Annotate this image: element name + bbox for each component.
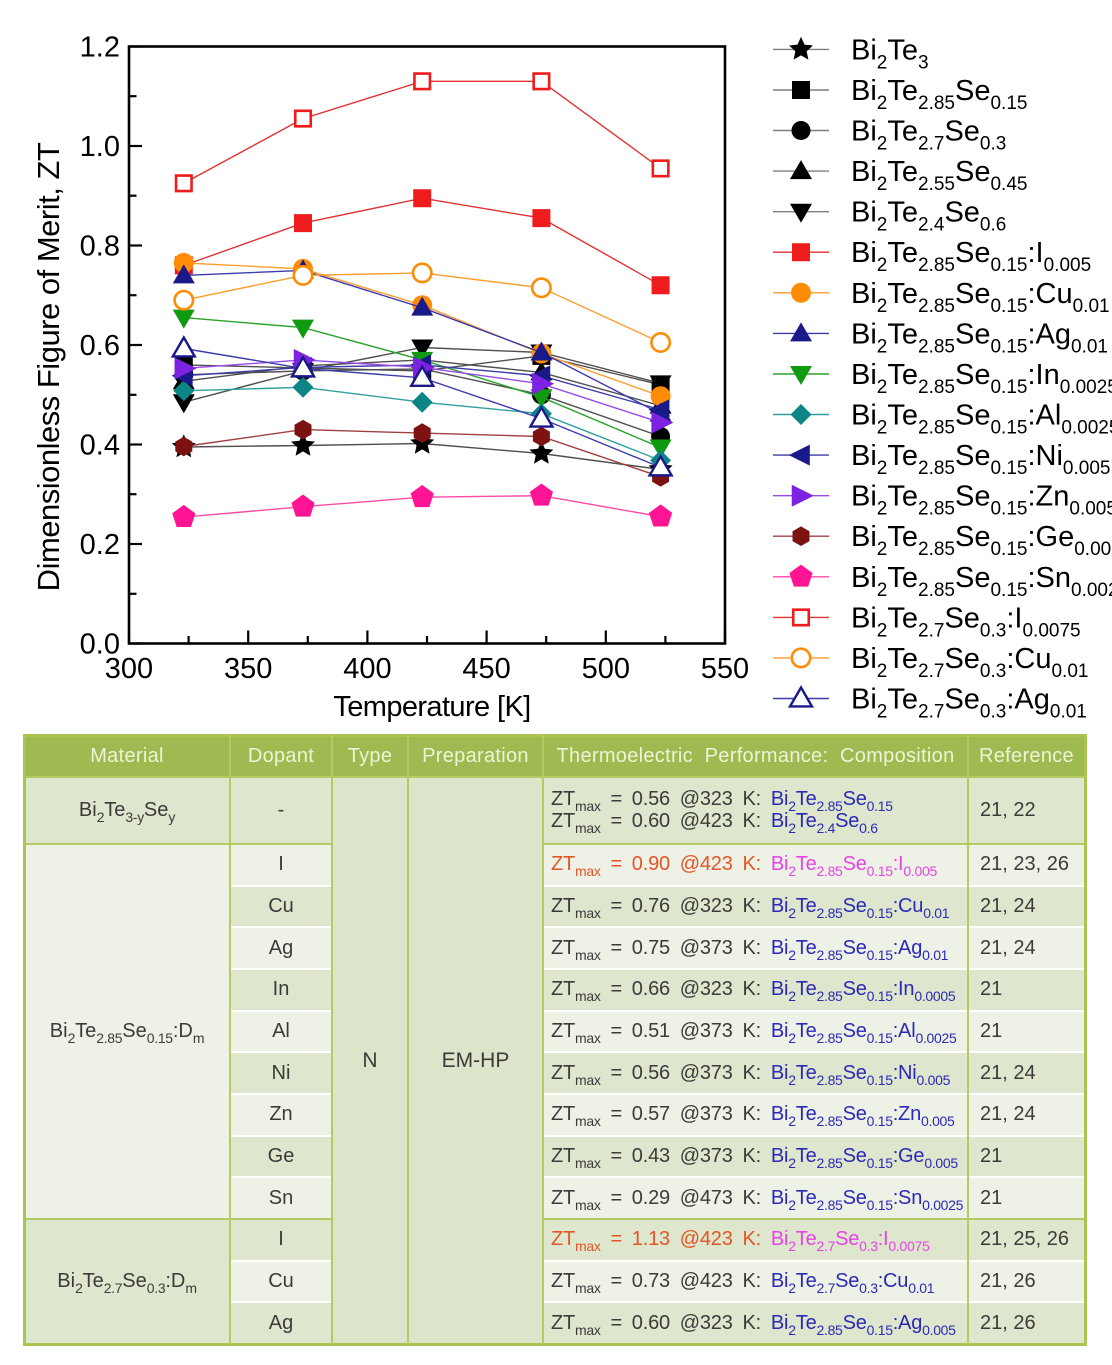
svg-text:Bi2Te2.85Se0.15:Cu0.01: Bi2Te2.85Se0.15:Cu0.01 xyxy=(851,278,1110,317)
svg-text:Bi2Te2.85Se0.15:I0.005: Bi2Te2.85Se0.15:I0.005 xyxy=(851,237,1091,276)
svg-text:350: 350 xyxy=(224,653,272,685)
svg-text:Dimensionless Figure of Merit,: Dimensionless Figure of Merit, ZT xyxy=(31,142,66,591)
svg-text:1.0: 1.0 xyxy=(80,131,120,163)
svg-text:0.4: 0.4 xyxy=(80,430,120,462)
svg-text:Bi2Te3: Bi2Te3 xyxy=(851,34,929,73)
svg-text:550: 550 xyxy=(701,653,749,685)
svg-text:Bi2Te2.7Se0.3:I0.0075: Bi2Te2.7Se0.3:I0.0075 xyxy=(851,602,1081,641)
svg-text:Bi2Te2.7Se0.3:Ag0.01: Bi2Te2.7Se0.3:Ag0.01 xyxy=(851,684,1087,723)
svg-text:1.2: 1.2 xyxy=(80,32,120,64)
svg-text:300: 300 xyxy=(105,653,153,685)
svg-text:400: 400 xyxy=(343,653,391,685)
svg-text:0.0: 0.0 xyxy=(80,629,120,661)
svg-text:Temperature [K]: Temperature [K] xyxy=(333,691,530,723)
svg-text:Bi2Te2.85Se0.15:Sn0.0025: Bi2Te2.85Se0.15:Sn0.0025 xyxy=(851,562,1112,601)
svg-text:Bi2Te2.85Se0.15:Zn0.005: Bi2Te2.85Se0.15:Zn0.005 xyxy=(851,481,1112,520)
svg-text:Bi2Te2.85Se0.15:Ge0.005: Bi2Te2.85Se0.15:Ge0.005 xyxy=(851,521,1112,560)
svg-text:500: 500 xyxy=(582,653,630,685)
svg-text:Bi2Te2.85Se0.15:Ag0.01: Bi2Te2.85Se0.15:Ag0.01 xyxy=(851,318,1108,357)
svg-text:Bi2Te2.55Se0.45: Bi2Te2.55Se0.45 xyxy=(851,156,1027,195)
svg-text:Bi2Te2.7Se0.3: Bi2Te2.7Se0.3 xyxy=(851,116,1006,155)
svg-text:Bi2Te2.7Se0.3:Cu0.01: Bi2Te2.7Se0.3:Cu0.01 xyxy=(851,643,1088,682)
svg-text:450: 450 xyxy=(462,653,510,685)
svg-text:0.8: 0.8 xyxy=(80,231,120,263)
svg-text:Bi2Te2.85Se0.15: Bi2Te2.85Se0.15 xyxy=(851,75,1027,114)
svg-text:0.6: 0.6 xyxy=(80,330,120,362)
svg-text:Bi2Te2.85Se0.15:Al0.0025: Bi2Te2.85Se0.15:Al0.0025 xyxy=(851,400,1112,439)
svg-text:0.2: 0.2 xyxy=(80,529,120,561)
svg-text:Bi2Te2.4Se0.6: Bi2Te2.4Se0.6 xyxy=(851,197,1006,236)
svg-text:Bi2Te2.85Se0.15:In0.0025: Bi2Te2.85Se0.15:In0.0025 xyxy=(851,359,1112,398)
svg-text:Bi2Te2.85Se0.15:Ni0.005: Bi2Te2.85Se0.15:Ni0.005 xyxy=(851,440,1110,479)
